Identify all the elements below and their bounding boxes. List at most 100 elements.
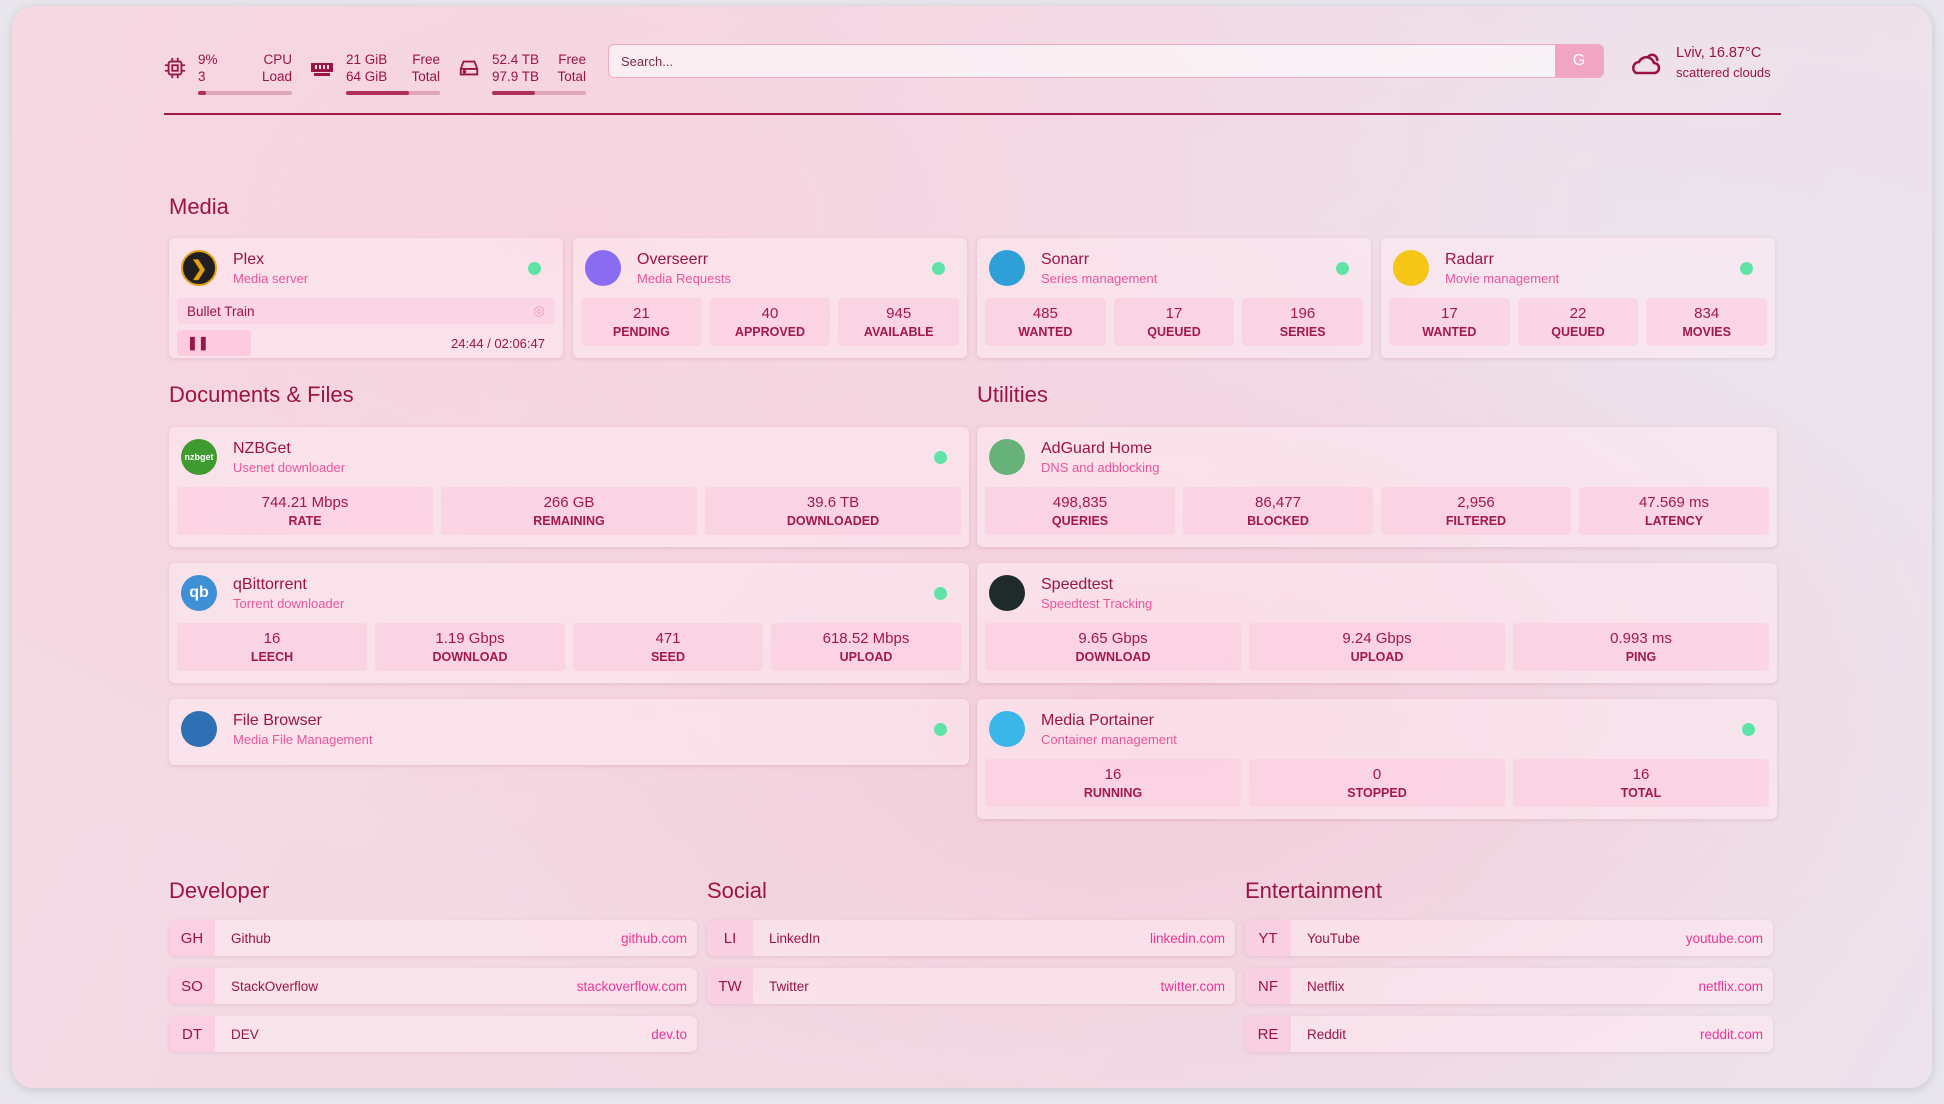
- stat-value: 945: [886, 305, 912, 322]
- stat-value: 16: [1632, 766, 1650, 783]
- stat-movies: 834 MOVIES: [1646, 298, 1768, 346]
- service-stats: 16 RUNNING 0 STOPPED 16 TOTAL: [977, 755, 1777, 807]
- stat-label: TOTAL: [1620, 786, 1662, 800]
- cpu-usage: 9%: [198, 52, 218, 67]
- service-card-portainer[interactable]: Media Portainer Container management 16 RU…: [977, 699, 1777, 819]
- stat-wanted: 17 WANTED: [1389, 298, 1510, 346]
- service-subtitle: Media Requests: [637, 271, 731, 286]
- bookmark-url: linkedin.com: [1149, 930, 1225, 946]
- sonarr-icon: [989, 250, 1025, 286]
- service-subtitle: Speedtest Tracking: [1041, 596, 1153, 611]
- portainer-icon: [989, 711, 1025, 747]
- service-card-adguard[interactable]: AdGuard Home DNS and adblocking 498,835 QU…: [977, 427, 1777, 547]
- service-subtitle: Media File Management: [233, 732, 373, 747]
- radarr-icon: [1393, 250, 1429, 286]
- bookmark-url: stackoverflow.com: [576, 978, 687, 994]
- service-card-plex[interactable]: ❯ Plex Media server Bullet Train ◎ ❚❚ 24:4…: [169, 238, 563, 358]
- bookmark-github[interactable]: GH Github github.com: [169, 920, 697, 956]
- disk-resource: 52.4 TB 97.9 TB Free Total: [458, 51, 586, 95]
- bookmark-reddit[interactable]: RE Reddit reddit.com: [1245, 1016, 1773, 1052]
- bookmark-url: twitter.com: [1160, 978, 1225, 994]
- service-card-sonarr[interactable]: Sonarr Series management 485 WANTED 17 QUEUE…: [977, 238, 1371, 358]
- stat-upload: 9.24 Gbps UPLOAD: [1249, 623, 1505, 671]
- stat-blocked: 86,477 BLOCKED: [1183, 487, 1373, 535]
- stat-value: 0: [1372, 766, 1382, 783]
- stat-label: FILTERED: [1445, 514, 1507, 528]
- total-label: Total: [411, 69, 440, 84]
- stat-total: 16 TOTAL: [1513, 759, 1769, 807]
- service-card-speedtest[interactable]: Speedtest Speedtest Tracking 9.65 Gbps DOW…: [977, 563, 1777, 683]
- service-stats: 16 LEECH 1.19 Gbps DOWNLOAD 471 SEED 618.52 Mb…: [169, 619, 969, 671]
- stat-value: 266 GB: [543, 494, 595, 511]
- group-title-social: Social: [707, 878, 767, 903]
- stat-stopped: 0 STOPPED: [1249, 759, 1505, 807]
- service-stats: 485 WANTED 17 QUEUED 196 SERIES: [977, 294, 1371, 346]
- service-card-nzbget[interactable]: nzbget NZBGet Usenet downloader 744.21 Mb…: [169, 427, 969, 547]
- disk-icon: [459, 60, 479, 76]
- group-title-documents: Documents & Files: [169, 382, 354, 407]
- load-label: Load: [261, 69, 292, 84]
- stat-queued: 17 QUEUED: [1113, 298, 1235, 346]
- status-dot: [1740, 262, 1753, 275]
- service-card-filebrowser[interactable]: File Browser Media File Management: [169, 699, 969, 765]
- stat-value: 40: [761, 305, 779, 322]
- stat-label: WANTED: [1018, 325, 1073, 339]
- stat-label: PING: [1625, 650, 1657, 664]
- pause-icon[interactable]: ❚❚: [187, 335, 209, 350]
- bookmark-stackoverflow[interactable]: SO StackOverflow stackoverflow.com: [169, 968, 697, 1004]
- service-card-overseerr[interactable]: Overseerr Media Requests 21 PENDING 40 APPRO…: [573, 238, 967, 358]
- bookmark-netflix[interactable]: NF Netflix netflix.com: [1245, 968, 1773, 1004]
- stat-rate: 744.21 Mbps RATE: [177, 487, 433, 535]
- bookmark-name: Twitter: [769, 978, 809, 994]
- stat-download: 9.65 Gbps DOWNLOAD: [985, 623, 1241, 671]
- service-card-qbittorrent[interactable]: qb qBittorrent Torrent downloader 16 LEECH…: [169, 563, 969, 683]
- bookmark-linkedin[interactable]: LI LinkedIn linkedin.com: [707, 920, 1235, 956]
- cpu-bar: [198, 91, 292, 95]
- service-card-radarr[interactable]: Radarr Movie management 17 WANTED 22 QUEUED 8…: [1381, 238, 1775, 358]
- service-stats: 17 WANTED 22 QUEUED 834 MOVIES: [1381, 294, 1775, 346]
- stat-value: 618.52 Mbps: [822, 630, 910, 647]
- stat-queries: 498,835 QUERIES: [985, 487, 1175, 535]
- disk-free: 52.4 TB: [492, 52, 540, 67]
- bookmark-twitter[interactable]: TW Twitter twitter.com: [707, 968, 1235, 1004]
- stat-label: UPLOAD: [1350, 650, 1404, 664]
- status-dot: [528, 262, 541, 275]
- cpu-icon: [164, 57, 186, 79]
- bookmark-youtube[interactable]: YT YouTube youtube.com: [1245, 920, 1773, 956]
- stat-label: UPLOAD: [839, 650, 893, 664]
- header-divider: [164, 113, 1781, 115]
- bookmark-dev[interactable]: DT DEV dev.to: [169, 1016, 697, 1052]
- service-title: File Browser: [233, 712, 322, 729]
- group-title-media: Media: [169, 194, 229, 219]
- stat-label: STOPPED: [1347, 786, 1407, 800]
- stat-value: 17: [1440, 305, 1458, 322]
- stat-value: 17: [1165, 305, 1183, 322]
- bookmark-name: DEV: [231, 1026, 259, 1042]
- stat-download: 1.19 Gbps DOWNLOAD: [375, 623, 565, 671]
- stat-upload: 618.52 Mbps UPLOAD: [771, 623, 961, 671]
- bookmark-abbr: GH: [169, 920, 215, 956]
- bookmark-abbr: DT: [169, 1016, 215, 1052]
- bookmark-name: Github: [231, 930, 271, 946]
- stat-filtered: 2,956 FILTERED: [1381, 487, 1571, 535]
- search-input[interactable]: [609, 45, 1555, 77]
- qbittorrent-icon: qb: [181, 575, 217, 611]
- bookmark-url: reddit.com: [1699, 1026, 1763, 1042]
- stat-value: 485: [1032, 305, 1058, 322]
- overseerr-icon: [585, 250, 621, 286]
- stat-label: RUNNING: [1083, 786, 1143, 800]
- stat-remaining: 266 GB REMAINING: [441, 487, 697, 535]
- speedtest-icon: [989, 575, 1025, 611]
- status-dot: [1336, 262, 1349, 275]
- service-title: qBittorrent: [233, 576, 307, 593]
- memory-free: 21 GiB: [346, 52, 388, 67]
- stat-latency: 47.569 ms LATENCY: [1579, 487, 1769, 535]
- bookmark-url: dev.to: [651, 1026, 687, 1042]
- cloud-icon: [1632, 53, 1661, 75]
- group-title-developer: Developer: [169, 878, 270, 903]
- stat-value: 1.19 Gbps: [435, 630, 505, 647]
- nzbget-icon: nzbget: [181, 439, 217, 475]
- search-provider-button[interactable]: G: [1555, 45, 1603, 77]
- stat-label: PENDING: [612, 325, 670, 339]
- stat-label: QUERIES: [1051, 514, 1109, 528]
